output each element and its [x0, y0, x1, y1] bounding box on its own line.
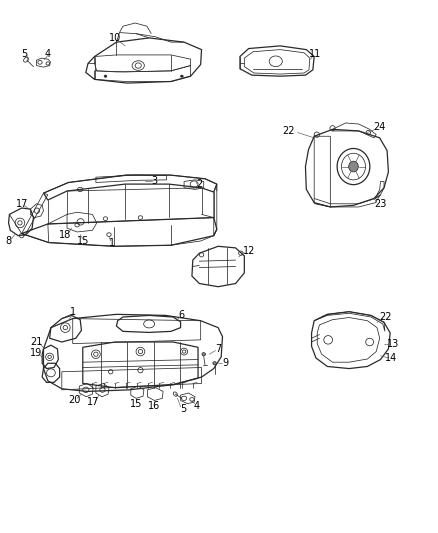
Ellipse shape [349, 161, 358, 172]
Text: 22: 22 [380, 312, 392, 322]
Text: 5: 5 [180, 404, 186, 414]
Text: 21: 21 [30, 337, 42, 347]
Text: 8: 8 [6, 236, 12, 246]
Text: 5: 5 [21, 49, 28, 59]
Text: 17: 17 [15, 199, 28, 209]
Text: 10: 10 [109, 33, 121, 43]
Text: 12: 12 [243, 246, 255, 255]
Text: 17: 17 [87, 397, 99, 407]
Text: 2: 2 [196, 179, 202, 189]
Text: 18: 18 [59, 230, 71, 240]
Text: 24: 24 [374, 122, 386, 132]
Ellipse shape [104, 75, 107, 77]
Text: 19: 19 [29, 348, 42, 358]
Text: 7: 7 [215, 344, 221, 354]
Text: 4: 4 [45, 49, 51, 59]
Text: 15: 15 [130, 399, 142, 409]
Text: 20: 20 [68, 395, 80, 406]
Text: 6: 6 [179, 310, 185, 320]
Text: 9: 9 [223, 358, 229, 368]
Ellipse shape [202, 353, 205, 356]
Text: 4: 4 [193, 401, 199, 411]
Text: 23: 23 [374, 199, 387, 209]
Ellipse shape [180, 75, 183, 77]
Text: 14: 14 [385, 353, 398, 363]
Ellipse shape [213, 362, 216, 365]
Text: 1: 1 [109, 238, 115, 247]
Text: 15: 15 [77, 236, 89, 246]
Text: 16: 16 [148, 401, 160, 411]
Text: 3: 3 [151, 176, 157, 187]
Text: 13: 13 [387, 338, 399, 349]
Text: 22: 22 [283, 126, 295, 136]
Text: 1: 1 [70, 306, 76, 317]
Text: 11: 11 [309, 49, 321, 59]
